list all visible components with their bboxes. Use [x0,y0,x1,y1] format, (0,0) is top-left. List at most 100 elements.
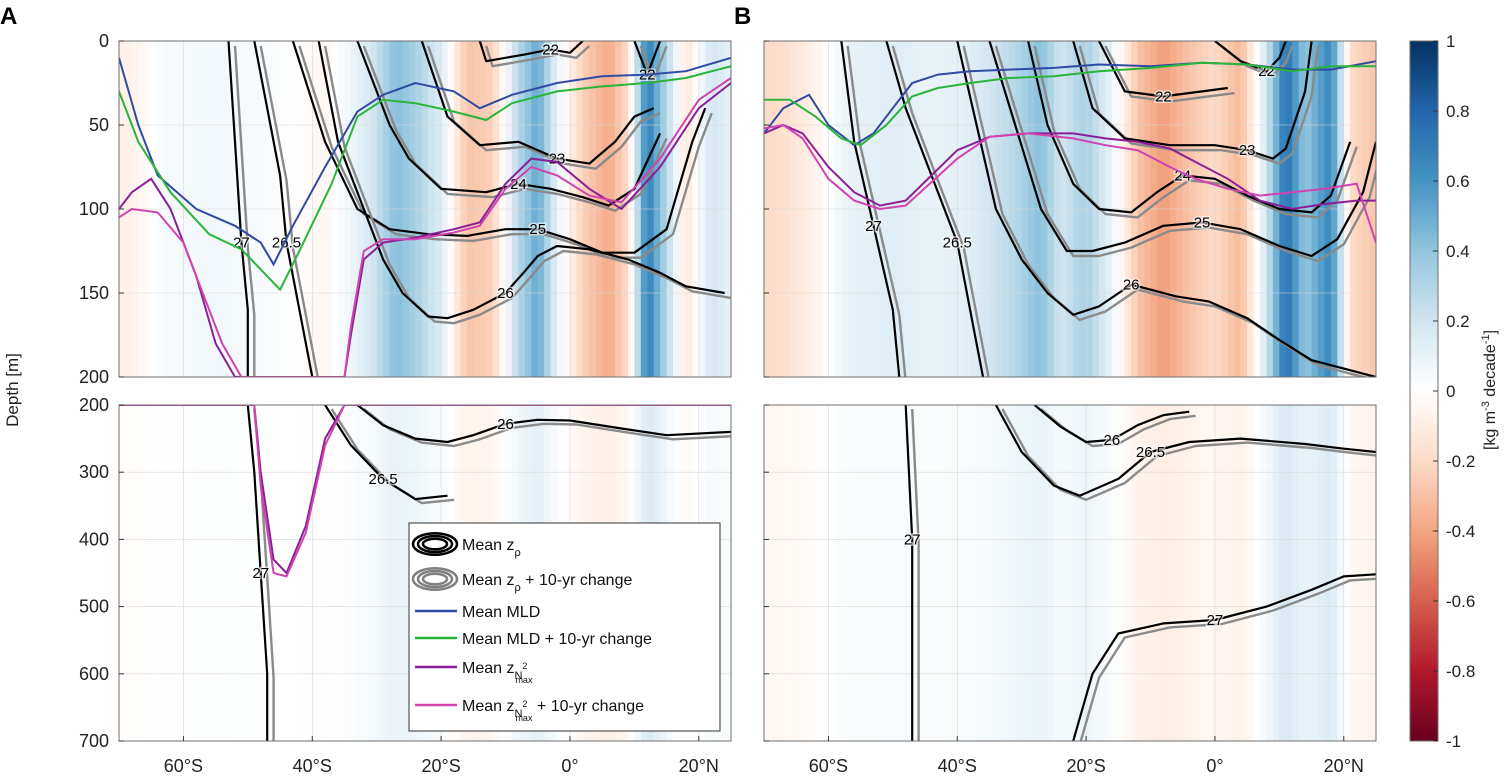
anomaly-band [119,405,127,741]
anomaly-band [202,405,210,741]
anomaly-band [1118,405,1126,741]
isopycnal-mean-24 [1027,41,1352,214]
anomaly-band [931,405,939,741]
anomaly-band [1253,405,1261,741]
contour-label: 26 [497,285,514,302]
anomaly-band [1144,405,1152,741]
anomaly-band [1356,405,1364,741]
contour-label: 27 [865,218,882,235]
anomaly-band [1311,405,1319,741]
isopycnal-mean-26 [356,405,731,444]
anomaly-band [1324,405,1332,741]
anomaly-band [1247,405,1255,741]
legend-label-sub: ρ [514,547,520,559]
anomaly-band [828,405,836,741]
legend-contour-swatch [416,569,454,589]
colorbar-tick-label: -0.4 [1446,522,1475,541]
isopycnal-mean-26.5 [994,405,1376,497]
anomaly-band [976,405,984,741]
lower-field [764,405,1376,741]
x-tick-label: 60°S [809,756,848,776]
legend-label-main: Mean MLD + 10-yr change [462,631,652,648]
contour-label: 27 [252,565,269,582]
anomaly-band [331,405,339,741]
anomaly-band [1272,405,1280,741]
anomaly-band [183,405,191,741]
n2max-line [764,123,1376,211]
isopycnal-changed-24 [362,45,668,212]
anomaly-band [957,405,965,741]
anomaly-band [718,405,726,741]
x-tick-label: 0° [561,756,578,776]
y-axis-label: Depth [m] [3,353,22,427]
anomaly-band [1079,405,1087,741]
anomaly-band [1131,405,1139,741]
anomaly-band [995,405,1003,741]
contour-label: 24 [510,176,527,193]
anomaly-band [222,405,230,741]
anomaly-band [783,405,791,741]
x-tick-label: 40°S [293,756,332,776]
anomaly-band [1285,405,1293,741]
anomaly-band [1195,405,1203,741]
y-tick-label: 500 [79,597,109,617]
isopycnal-changed-27 [911,408,920,741]
isopycnal-mean-26 [956,41,1376,377]
y-axis [764,40,769,742]
anomaly-band [944,405,952,741]
isopycnal-changed-27 [233,45,256,377]
anomaly-band [873,405,881,741]
anomaly-band [176,405,185,741]
anomaly-band [209,405,217,741]
anomaly-band [1092,405,1100,741]
anomaly-band [789,405,797,741]
anomaly-band [1298,405,1306,741]
anomaly-band [1266,405,1274,741]
anomaly-band [260,405,268,741]
anomaly-band [164,405,172,741]
colorbar-label: [kg m-3 decade-1] [1480,330,1499,450]
contour-label: 27 [904,531,921,548]
anomaly-band [1369,405,1376,741]
isopycnal-mean-23 [420,41,655,165]
legend-label-sub: N [514,708,522,720]
anomaly-band [1176,405,1184,741]
anomaly-band [254,405,262,741]
anomaly-band [1034,405,1042,741]
anomaly-band [892,405,900,741]
anomaly-band [157,405,165,741]
anomaly-band [170,405,178,741]
anomaly-band [1137,405,1145,741]
anomaly-band [970,405,978,741]
isopycnal-mean-27 [904,405,914,741]
anomaly-band [809,405,817,741]
anomaly-band [267,405,275,741]
n2max-change-line-upper [764,123,1376,243]
legend-item: Mean zρ [411,531,521,559]
anomaly-band [1292,405,1300,741]
anomaly-band [1008,405,1016,741]
legend-item: Mean MLD [415,604,540,621]
anomaly-band [241,405,249,741]
anomaly-band [1060,405,1068,741]
x-tick-label: 60°S [164,756,203,776]
anomaly-band [1047,405,1055,741]
anomaly-band [937,405,945,741]
anomaly-band [834,405,842,741]
mld-line [119,56,731,267]
anomaly-band [950,405,958,741]
isopycnal-changed-26.5 [259,45,319,377]
legend-label: Mean zρ [462,537,521,559]
legend-item: Mean zN2 max [415,660,533,685]
legend-label-subsub: max [515,713,533,723]
anomaly-band [860,405,868,741]
isopycnal-mean-22 [478,41,584,63]
anomaly-band [376,405,384,741]
isopycnal-changed-26 [363,408,731,448]
mld-line-upper [119,56,731,267]
anomaly-band [338,405,346,741]
anomaly-band [247,405,255,741]
legend-label-main: Mean z [462,698,514,715]
legend-item: Mean MLD + 10-yr change [415,631,652,648]
